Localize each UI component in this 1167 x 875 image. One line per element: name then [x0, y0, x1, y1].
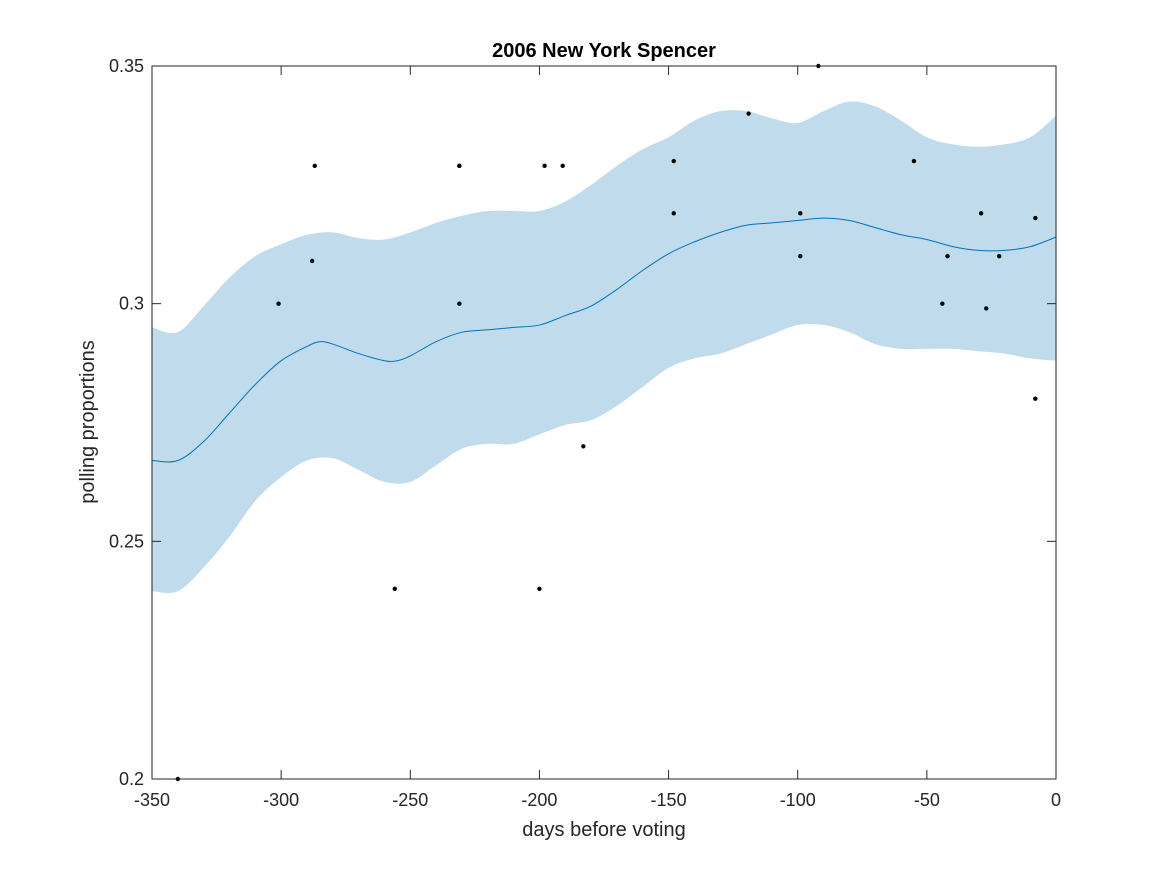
plot-area	[151, 63, 1057, 782]
data-point	[276, 301, 281, 306]
x-tick-label: -300	[263, 790, 299, 810]
data-point	[537, 586, 542, 592]
x-tick-label: 0	[1051, 790, 1061, 810]
axes-box	[151, 65, 1057, 780]
data-point	[581, 444, 586, 449]
x-tick-label: -250	[392, 790, 428, 810]
x-tick-label: -150	[651, 790, 687, 810]
data-point	[940, 301, 945, 306]
data-point	[978, 211, 984, 216]
data-point	[457, 301, 462, 306]
mean-line	[151, 217, 1057, 463]
x-axis-label: days before voting	[522, 819, 685, 841]
data-point	[996, 253, 1002, 259]
x-tick-label: -50	[914, 790, 940, 810]
confidence-band	[152, 101, 1056, 593]
data-point	[392, 586, 397, 592]
y-tick-label: 0.35	[109, 56, 144, 76]
data-point	[671, 158, 676, 164]
data-point	[746, 111, 751, 116]
y-tick-label: 0.3	[119, 294, 144, 314]
data-point	[1033, 396, 1038, 401]
data-point	[798, 253, 803, 259]
data-point	[984, 306, 989, 311]
x-tick-label: -100	[780, 790, 816, 810]
data-point	[457, 163, 462, 169]
y-tick-label: 0.2	[119, 769, 144, 789]
data-point	[542, 163, 547, 169]
data-point	[312, 163, 317, 169]
y-tick-label: 0.25	[109, 531, 144, 551]
data-point	[560, 163, 565, 169]
data-point	[798, 211, 803, 216]
data-point	[671, 211, 676, 216]
x-tick-label: -350	[134, 790, 170, 810]
data-point	[309, 258, 315, 264]
chart-title: 2006 New York Spencer	[492, 40, 716, 62]
data-point	[911, 158, 917, 164]
data-point	[1033, 215, 1038, 221]
x-tick-label: -200	[521, 790, 557, 810]
y-axis-label: polling proportions	[77, 340, 99, 503]
x-axis: -350 -300 -250 -200 -150 -100 -50 0	[134, 66, 1061, 810]
y-axis: 0.2 0.25 0.3 0.35	[109, 56, 1056, 789]
data-point	[945, 253, 950, 259]
